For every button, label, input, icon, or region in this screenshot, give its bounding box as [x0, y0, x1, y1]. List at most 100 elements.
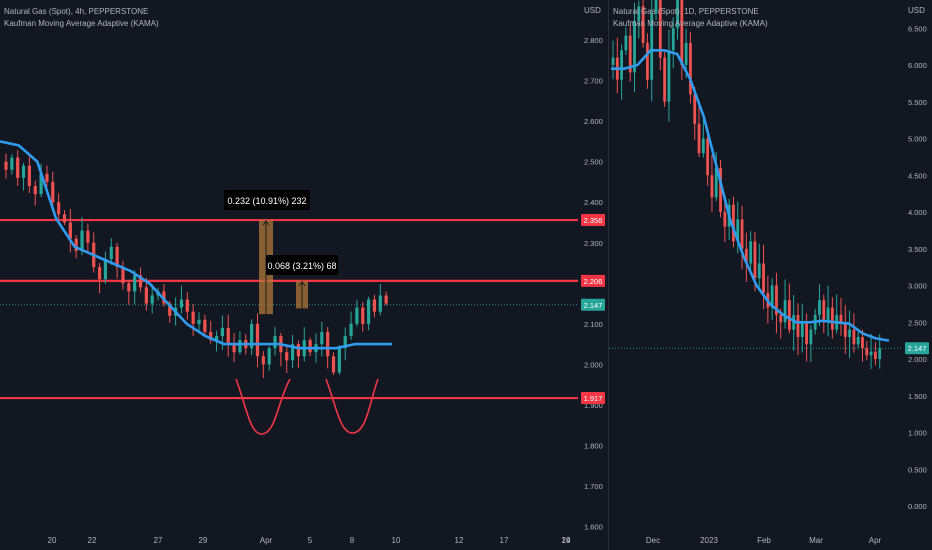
price-tick: 2.500 [584, 158, 603, 167]
candle-body [62, 214, 67, 223]
chart-legend: Natural Gas (Spot), 1D, PEPPERSTONE Kauf… [613, 6, 768, 30]
candle-body [714, 167, 718, 198]
time-tick: 17 [500, 536, 509, 545]
time-tick: 12 [455, 536, 464, 545]
price-tick: 2.100 [584, 320, 603, 329]
price-tick: 1.700 [584, 482, 603, 491]
time-tick: 10 [392, 536, 401, 545]
candle-body [861, 336, 864, 348]
candle-body [133, 275, 137, 292]
candle-body [706, 138, 710, 176]
price-tick: 5.000 [908, 135, 927, 144]
candle-body [74, 238, 78, 251]
time-tick: 20 [48, 536, 57, 545]
chart-legend: Natural Gas (Spot), 4h, PEPPERSTONE Kauf… [4, 6, 159, 30]
candle-body [97, 267, 102, 280]
candle-body [822, 300, 826, 323]
candle-body [238, 340, 242, 353]
price-tick: 2.000 [908, 355, 927, 364]
candle-body [39, 173, 43, 195]
currency-label: USD [584, 6, 601, 15]
candle-body [770, 285, 774, 308]
measurement-label-bg [266, 255, 338, 275]
candle-body [710, 175, 714, 198]
candle-body [693, 94, 697, 124]
candle-body [620, 50, 624, 80]
price-tag-bg [581, 392, 605, 405]
price-tag: 2.147 [584, 301, 603, 310]
price-tag: 2.147 [908, 344, 927, 353]
candle-body [355, 307, 359, 324]
measurement-arrow-head [298, 281, 306, 287]
candle-body [197, 319, 201, 324]
price-tag-bg [581, 274, 605, 287]
price-tick: 2.700 [584, 77, 603, 86]
candle-body [689, 42, 692, 95]
candle-body [57, 202, 61, 215]
candle-body [144, 287, 148, 304]
price-tick: 3.500 [908, 245, 927, 254]
candle-body [732, 204, 735, 242]
candle-body [723, 212, 727, 227]
candle-body [873, 351, 877, 359]
chart-canvas-1d[interactable]: USD 6.500 6.000 5.500 5.000 4.500 4.000 3.500 3.… [609, 0, 932, 550]
candle-body [250, 323, 254, 349]
time-tick: 29 [199, 536, 208, 545]
candle-body [856, 336, 860, 345]
price-tag-bg [581, 214, 605, 227]
candle-body [865, 347, 869, 356]
time-tick: 22 [88, 536, 97, 545]
candle-body [343, 336, 347, 349]
price-tag-bg [905, 342, 929, 355]
chart-pane-1d[interactable]: Natural Gas (Spot), 1D, PEPPERSTONE Kauf… [609, 0, 932, 550]
price-tick: 1.600 [584, 523, 603, 532]
candle-body [869, 351, 873, 356]
candle-body [753, 241, 757, 279]
candle-body [852, 329, 856, 345]
time-tick: 27 [154, 536, 163, 545]
price-tick: 0.000 [908, 502, 927, 511]
candle-body [611, 57, 615, 65]
chart-pane-4h[interactable]: Natural Gas (Spot), 4h, PEPPERSTONE Kauf… [0, 0, 609, 550]
chart-canvas-4h[interactable]: USD2.8002.7002.6002.5002.4002.3002.2002.… [0, 0, 608, 550]
candle-body [818, 300, 821, 315]
candle-body [749, 241, 753, 264]
measurement-label-bg [224, 190, 310, 210]
measurement-arrow-head [262, 220, 270, 226]
candle-body [115, 246, 119, 268]
pattern-curve [325, 378, 379, 434]
pattern-curve [235, 378, 291, 435]
symbol-title: Natural Gas (Spot), 1D, PEPPERSTONE [613, 7, 759, 16]
price-tick: 2.000 [584, 360, 603, 369]
time-tick: 19 [562, 536, 571, 545]
candle-body [226, 327, 230, 345]
candle-body [51, 181, 55, 203]
currency-label: USD [908, 6, 925, 15]
candle-body [4, 161, 8, 170]
candle-body [843, 322, 847, 337]
candle-body [658, 0, 662, 58]
candle-body [150, 295, 154, 304]
price-tick: 3.000 [908, 282, 927, 291]
candle-body [663, 57, 667, 102]
candle-body [624, 35, 628, 51]
measurement-label: 0.068 (3.21%) 68 [267, 261, 336, 271]
price-tick: 4.000 [908, 208, 927, 217]
candle-body [103, 258, 108, 280]
indicator-title: Kaufman Moving Average Adaptive (KAMA) [613, 19, 768, 28]
price-tick: 2.400 [584, 198, 603, 207]
candle-body [168, 303, 172, 316]
candle-body [654, 0, 658, 14]
candle-body [676, 0, 679, 29]
candle-body [10, 157, 14, 170]
candle-body [16, 157, 20, 178]
price-tag-bg [581, 298, 605, 311]
candle-body [21, 165, 26, 178]
candle-body [667, 50, 671, 102]
candle-body [680, 0, 684, 66]
price-tag: 2.206 [584, 277, 603, 286]
candle-body [378, 295, 382, 312]
price-tick: 1.500 [908, 392, 927, 401]
candle-body [826, 307, 830, 323]
candle-body [671, 28, 675, 51]
